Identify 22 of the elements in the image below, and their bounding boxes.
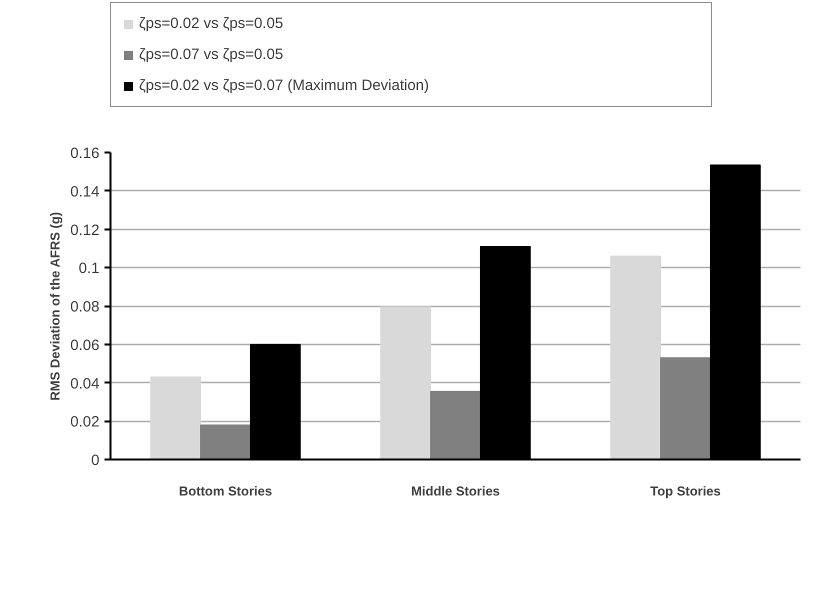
y-axis-title: RMS Deviation of the AFRS (g) <box>47 212 62 401</box>
x-tick-label: Top Stories <box>650 484 721 498</box>
y-tick-label: 0 <box>91 452 100 469</box>
bar <box>150 376 202 460</box>
bar <box>610 256 662 460</box>
y-tick-label: 0.02 <box>70 414 100 431</box>
bar <box>380 306 432 460</box>
bar <box>660 357 711 460</box>
y-tick-label: 0.04 <box>70 375 100 392</box>
bar <box>430 390 481 460</box>
y-tick-label: 0.08 <box>70 298 100 316</box>
legend-label: ζps=0.02 vs ζps=0.07 (Maximum Deviation) <box>139 77 430 94</box>
bar <box>200 424 251 460</box>
y-tick-label: 0.16 <box>70 145 100 162</box>
y-tick-label: 0.1 <box>78 260 100 278</box>
x-tick-label: Bottom Stories <box>178 484 272 498</box>
y-tick-label: 0.14 <box>70 183 100 200</box>
x-tick-label: Middle Stories <box>411 484 500 498</box>
legend-label: ζps=0.02 vs ζps=0.05 <box>139 15 284 32</box>
y-tick-label: 0.06 <box>70 336 100 354</box>
legend-label: ζps=0.07 vs ζps=0.05 <box>139 46 284 63</box>
y-tick-label: 0.12 <box>70 222 100 239</box>
